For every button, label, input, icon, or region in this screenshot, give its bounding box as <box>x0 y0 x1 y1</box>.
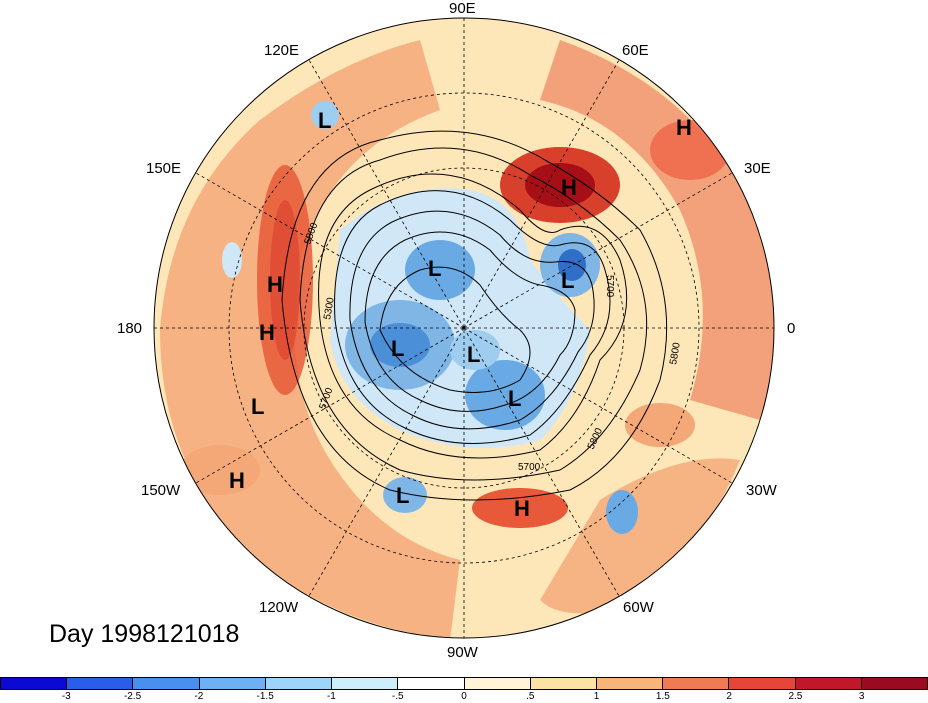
contour-label: 5300 <box>322 296 337 320</box>
colorbar-tick-label: -.5 <box>391 691 404 702</box>
low-center: L <box>396 483 409 508</box>
colorbar-tick-label: .5 <box>526 691 535 702</box>
colorbar-swatch <box>133 678 200 689</box>
lon-label-60w: 60W <box>623 599 654 616</box>
contour-label: 5700 <box>604 275 615 298</box>
colorbar-tick-label: 1.5 <box>655 691 670 702</box>
pressure-centers: L H H L L H H L L L L H L H <box>229 108 692 521</box>
graticule <box>153 17 775 639</box>
lon-label-90e: 90E <box>449 0 476 17</box>
colorbar-swatch <box>67 678 134 689</box>
colorbar-swatch <box>1 678 68 689</box>
colorbar-swatch <box>795 678 862 689</box>
colorbar-swatch <box>398 678 465 689</box>
lon-label-150w: 150W <box>141 482 181 499</box>
high-center: H <box>267 272 283 297</box>
colorbar <box>0 677 928 690</box>
low-center: L <box>467 342 480 367</box>
high-center: H <box>514 496 530 521</box>
colorbar-swatch <box>530 678 597 689</box>
colorbar-swatch <box>596 678 664 689</box>
colorbar-swatch <box>729 678 796 689</box>
colorbar-swatch <box>663 678 730 689</box>
colorbar-swatch <box>332 678 399 689</box>
day-label: Day 1998121018 <box>49 620 240 648</box>
colorbar-tick-label: -1.5 <box>256 691 274 702</box>
lon-label-180: 180 <box>117 320 143 337</box>
lon-label-0: 0 <box>787 320 796 337</box>
colorbar-tick-label: 1 <box>593 691 600 702</box>
colorbar-tick-label: 2 <box>726 691 732 702</box>
height-contours <box>281 130 668 501</box>
colorbar-swatch <box>199 678 266 689</box>
colorbar-tick-label: -2.5 <box>123 691 142 702</box>
lon-label-30e: 30E <box>744 160 771 177</box>
low-center: L <box>428 256 441 281</box>
low-center: L <box>251 394 264 419</box>
low-center: L <box>391 336 404 361</box>
colorbar-tick-label: 3 <box>858 691 865 702</box>
lon-label-120w: 120W <box>259 599 299 616</box>
low-center: L <box>561 268 574 293</box>
colorbar-swatch <box>265 678 333 689</box>
colorbar-ticks: -3 -2.5 -2 -1.5 -1 -.5 0 .5 1 1.5 2 2.5 3 <box>0 691 928 703</box>
contour-label: 5800 <box>668 341 683 365</box>
high-center: H <box>676 115 692 140</box>
contour-labels: 5800 5300 5700 5800 5700 5800 5700 <box>302 221 682 473</box>
high-center: H <box>561 175 577 200</box>
lon-label-150e: 150E <box>146 160 182 177</box>
high-center: H <box>259 320 275 345</box>
colorbar-tick-label: -1 <box>326 691 336 702</box>
contour-label: 5700 <box>518 462 541 473</box>
colorbar-swatch <box>861 678 928 689</box>
high-center: H <box>229 468 245 493</box>
lon-label-30w: 30W <box>746 482 777 499</box>
lon-label-120e: 120E <box>264 42 300 59</box>
colorbar-tick-label: -3 <box>61 691 71 702</box>
colorbar-tick-label: -2 <box>194 691 204 702</box>
low-center: L <box>508 386 521 411</box>
lon-label-60e: 60E <box>622 42 649 59</box>
colorbar-tick-label: 2.5 <box>788 691 803 702</box>
low-center: L <box>318 108 331 133</box>
colorbar-tick-label: 0 <box>461 691 467 702</box>
colorbar-swatch <box>464 678 531 689</box>
lon-label-90w: 90W <box>447 644 478 661</box>
